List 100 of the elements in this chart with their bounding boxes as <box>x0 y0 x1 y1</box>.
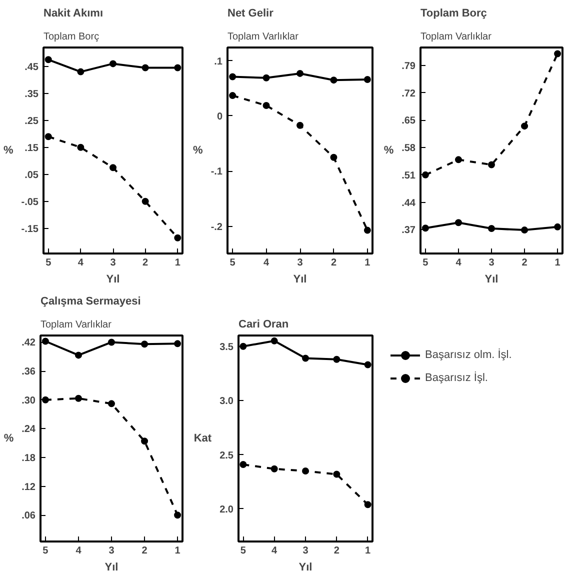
y-tick-label: .36 <box>22 366 36 378</box>
y-tick-label: 0 <box>216 111 223 122</box>
chart-title: Net Gelir <box>228 8 274 20</box>
point <box>488 224 495 232</box>
point <box>364 76 371 84</box>
x-tick-label: 1 <box>365 546 372 556</box>
x-tick-label: 1 <box>554 258 561 268</box>
x-tick-label: 2 <box>142 546 148 556</box>
y-axis-title: % <box>3 144 14 156</box>
y-tick-label: .30 <box>22 395 36 406</box>
y-tick-label: .15 <box>24 142 39 154</box>
chart-subtitle: Toplam Varlıklar <box>228 32 300 42</box>
point <box>108 400 115 408</box>
x-tick-label: 5 <box>240 546 246 556</box>
x-tick-label: 4 <box>76 546 82 556</box>
point <box>77 144 84 151</box>
y-axis-title: % <box>193 144 204 156</box>
point <box>74 394 82 402</box>
chart-title: Toplam Borç <box>420 8 487 20</box>
y-tick-label: -.2 <box>210 222 223 233</box>
point <box>454 219 462 226</box>
point <box>422 171 429 178</box>
y-tick-label: -.05 <box>21 196 39 208</box>
point <box>296 122 304 129</box>
point <box>142 198 149 205</box>
chart-title: Nakit Akımı <box>44 8 104 20</box>
point <box>270 337 278 344</box>
point <box>262 74 270 82</box>
point <box>302 468 309 475</box>
point <box>142 64 149 72</box>
y-tick-label: .24 <box>22 424 36 436</box>
x-tick-label: 1 <box>174 546 181 556</box>
point <box>364 361 372 368</box>
point <box>302 354 309 362</box>
point <box>174 64 182 72</box>
x-tick-label: 1 <box>364 258 371 268</box>
x-tick-label: 5 <box>46 258 52 268</box>
x-tick-label: 4 <box>456 258 462 268</box>
point <box>333 470 340 478</box>
point <box>174 340 182 348</box>
chart-title: Çalışma Sermayesi <box>40 296 141 308</box>
y-tick-label: 3.5 <box>220 342 234 353</box>
y-tick-label: -.15 <box>21 224 39 235</box>
x-tick-label: 5 <box>230 258 236 268</box>
x-tick-label: 3 <box>110 258 116 268</box>
x-tick-label: 3 <box>488 258 495 268</box>
point <box>42 396 49 404</box>
chart-subtitle: Toplam Varlıklar <box>420 32 492 42</box>
y-tick-label: .06 <box>22 510 36 522</box>
y-axis-title: % <box>4 432 14 444</box>
point <box>141 340 148 348</box>
point <box>141 438 148 445</box>
x-tick-label: 3 <box>302 546 309 556</box>
point <box>240 461 247 468</box>
x-tick-label: 2 <box>334 546 340 556</box>
y-tick-label: .37 <box>402 225 416 236</box>
point <box>42 338 49 345</box>
y-tick-label: .12 <box>22 482 36 493</box>
y-tick-label: -.1 <box>210 166 223 178</box>
point <box>174 234 182 242</box>
x-axis-title: Yıl <box>298 562 312 574</box>
x-axis-title: Yıl <box>104 562 118 574</box>
chart-subtitle: Toplam Varlıklar <box>40 320 112 330</box>
point <box>44 133 52 140</box>
x-axis-title: Yıl <box>106 274 120 286</box>
y-tick-label: .58 <box>402 143 416 154</box>
chart-subtitle: Toplam Borç <box>44 32 100 42</box>
y-tick-label: 3.0 <box>220 396 234 408</box>
y-tick-label: .79 <box>402 60 416 72</box>
point <box>521 122 528 130</box>
y-tick-label: .44 <box>402 198 416 209</box>
point <box>229 92 236 100</box>
x-tick-label: 3 <box>108 546 115 556</box>
x-tick-label: 2 <box>330 258 337 268</box>
x-tick-label: 5 <box>42 546 49 556</box>
x-tick-label: 1 <box>174 258 181 268</box>
point <box>364 501 372 508</box>
point <box>270 465 278 472</box>
y-tick-label: .25 <box>24 116 39 127</box>
y-tick-label: .1 <box>214 56 223 68</box>
x-tick-label: 3 <box>297 258 304 268</box>
y-tick-label: .18 <box>22 452 36 464</box>
y-tick-label: .42 <box>22 338 36 349</box>
legend-label: Başarısız olm. İşl. <box>425 349 512 361</box>
x-tick-label: 5 <box>422 258 429 268</box>
point <box>74 352 82 359</box>
point <box>488 161 495 168</box>
y-tick-label: .05 <box>24 170 39 181</box>
x-tick-label: 4 <box>264 258 270 268</box>
point <box>44 56 52 64</box>
y-axis-title: Kat <box>194 432 212 444</box>
point <box>422 224 429 232</box>
point <box>521 226 528 234</box>
x-tick-label: 2 <box>142 258 149 268</box>
point <box>333 356 340 363</box>
y-tick-label: .35 <box>24 88 39 100</box>
x-tick-label: 2 <box>522 258 528 268</box>
x-tick-label: 4 <box>272 546 278 556</box>
point <box>229 73 236 80</box>
point <box>174 512 182 519</box>
